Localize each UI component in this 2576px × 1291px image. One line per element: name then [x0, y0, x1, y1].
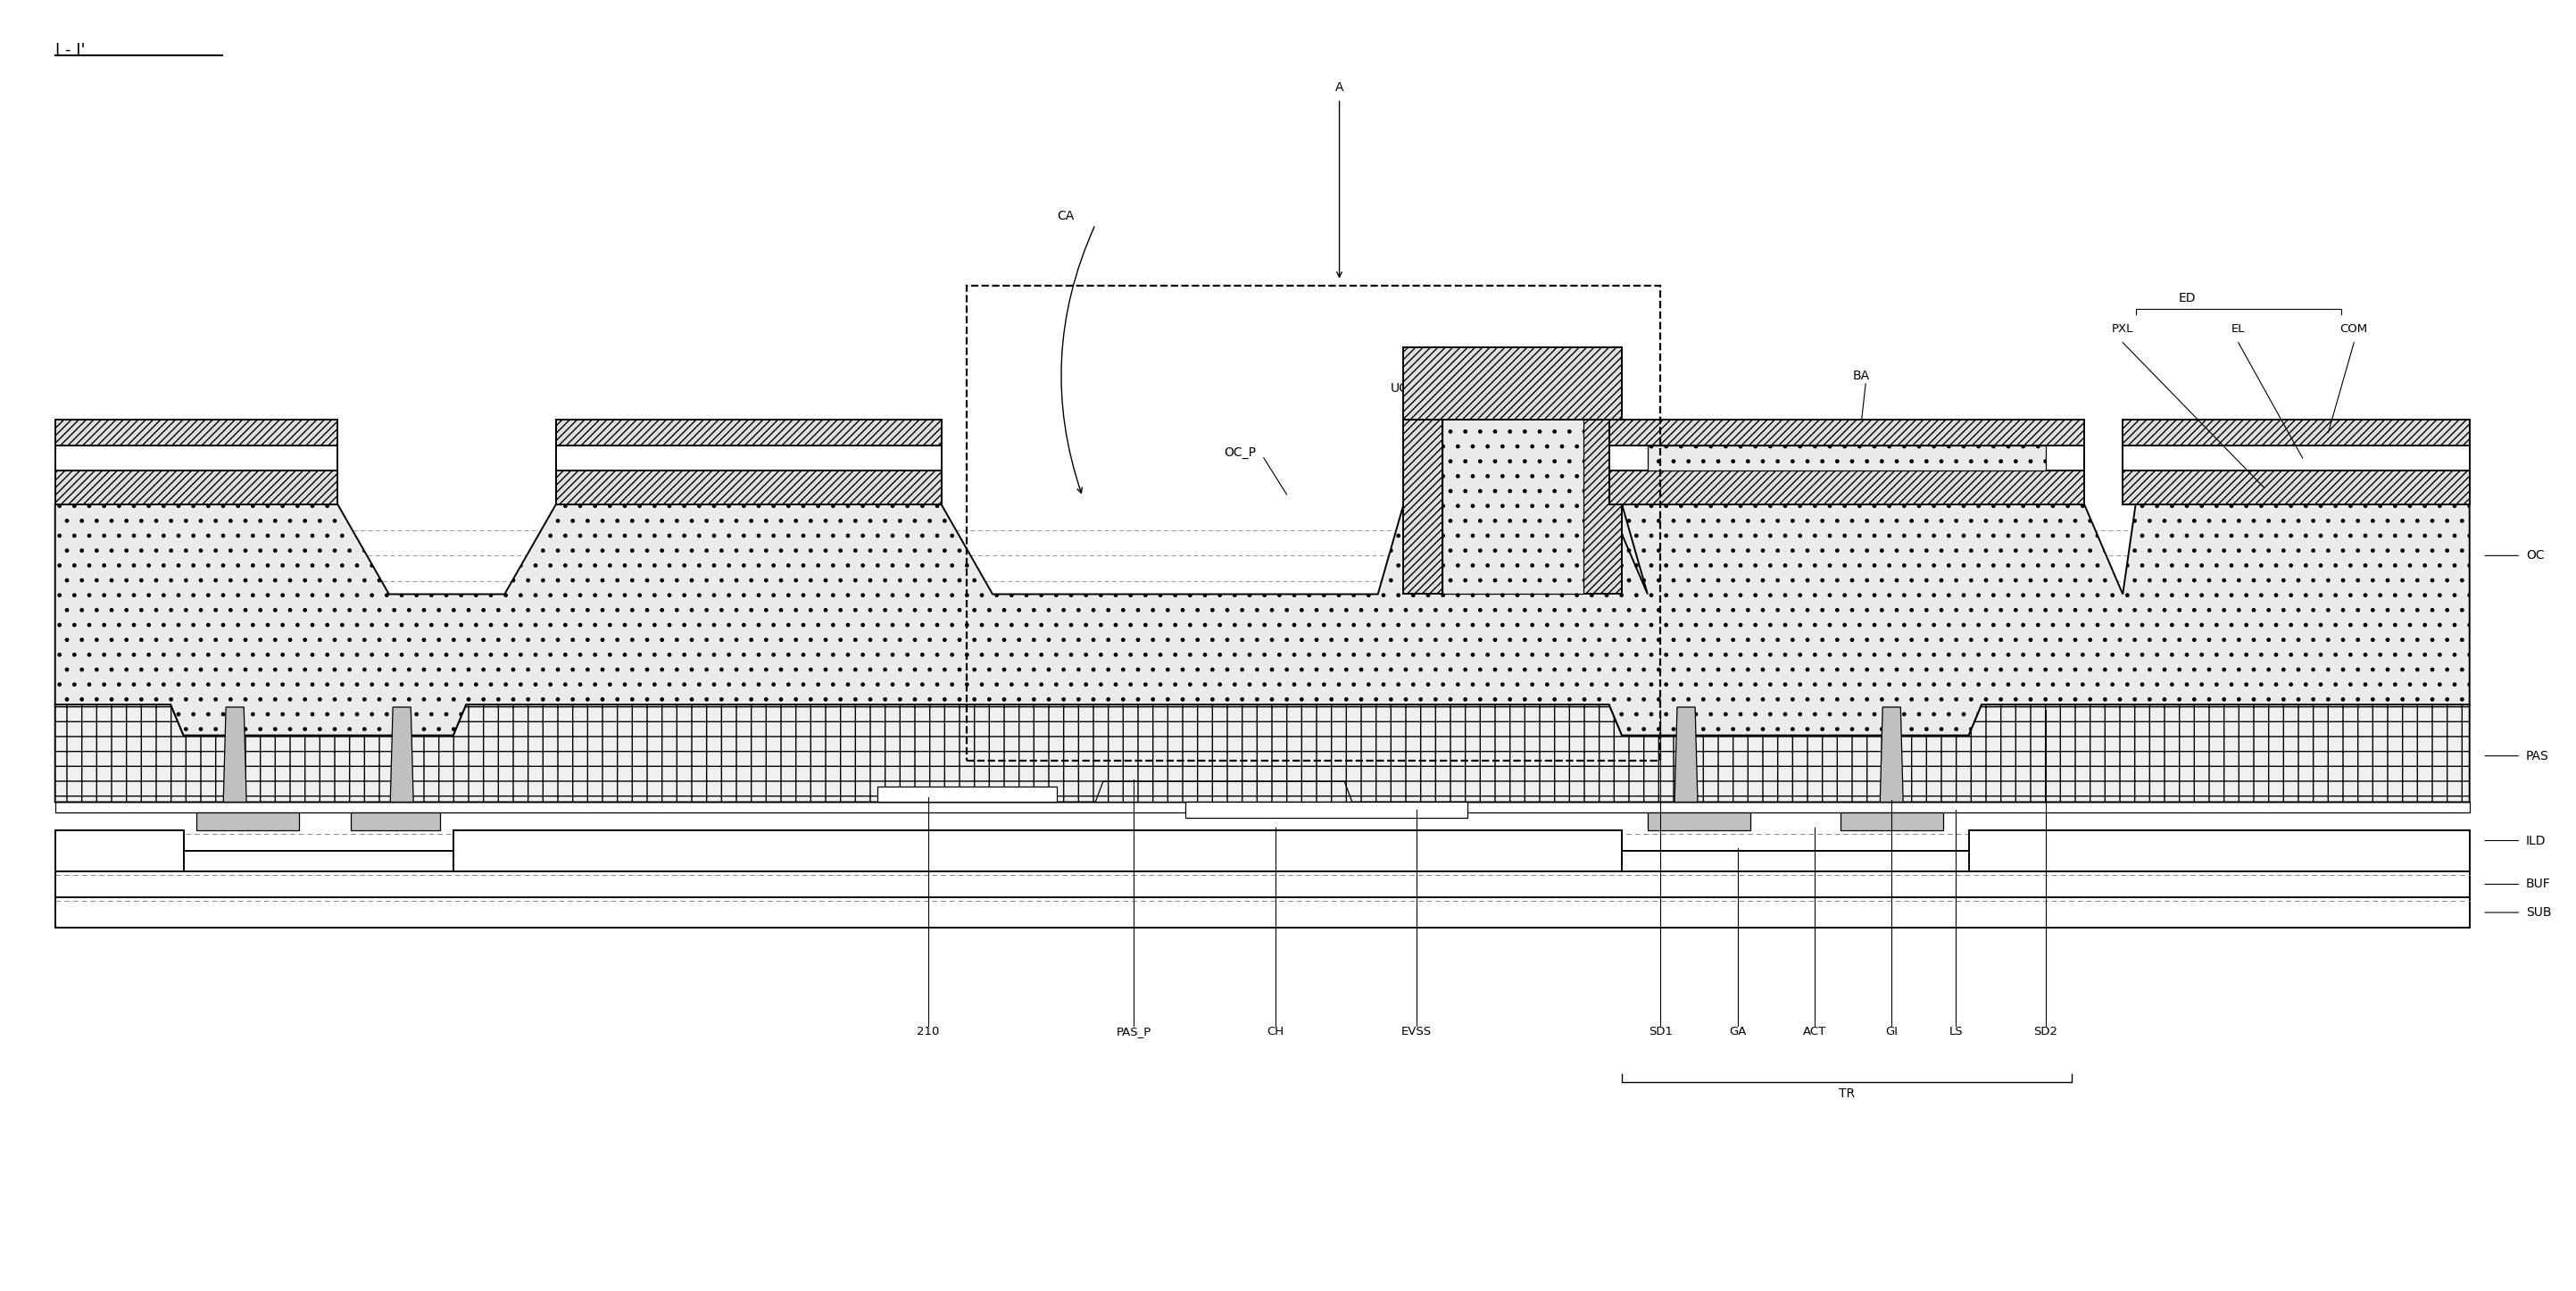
- Polygon shape: [54, 445, 337, 471]
- Bar: [966, 287, 1662, 760]
- Bar: [1839, 812, 1942, 830]
- Text: CA: CA: [1056, 209, 1074, 222]
- Polygon shape: [556, 445, 940, 471]
- Polygon shape: [54, 420, 337, 445]
- Polygon shape: [556, 471, 940, 505]
- Text: ED: ED: [2179, 292, 2195, 305]
- Text: OC_P: OC_P: [1224, 447, 1257, 460]
- Polygon shape: [1610, 471, 2084, 505]
- Polygon shape: [1443, 381, 1584, 594]
- Polygon shape: [1095, 781, 1352, 802]
- Text: PAS_P: PAS_P: [1115, 1025, 1151, 1037]
- Text: COM: COM: [2339, 323, 2367, 334]
- Polygon shape: [2123, 445, 2470, 471]
- Text: LS: LS: [1950, 1025, 1963, 1037]
- Text: 210: 210: [917, 1025, 940, 1037]
- Text: CH: CH: [1267, 1025, 1283, 1037]
- Text: OC: OC: [2527, 550, 2545, 562]
- Bar: [54, 802, 2470, 812]
- Bar: [183, 851, 453, 871]
- Text: EL: EL: [2231, 323, 2246, 334]
- Bar: [1623, 851, 1968, 871]
- Polygon shape: [1404, 347, 1623, 420]
- Polygon shape: [1674, 707, 1698, 802]
- Bar: [876, 786, 1056, 802]
- Text: TR: TR: [1839, 1087, 1855, 1100]
- Text: A: A: [1334, 81, 1345, 93]
- Polygon shape: [1880, 707, 1904, 802]
- Bar: [54, 871, 2470, 897]
- Bar: [196, 812, 299, 830]
- Text: ILD: ILD: [2527, 834, 2545, 847]
- Polygon shape: [1610, 445, 2084, 471]
- Text: GA: GA: [1728, 1025, 1747, 1037]
- Text: BUF: BUF: [2527, 878, 2550, 891]
- Bar: [1185, 802, 1468, 817]
- Polygon shape: [224, 707, 247, 802]
- Text: PXL: PXL: [2112, 323, 2133, 334]
- Text: EVSS: EVSS: [1401, 1025, 1432, 1037]
- Polygon shape: [54, 705, 2470, 802]
- Bar: [54, 897, 2470, 928]
- Polygon shape: [2123, 420, 2470, 445]
- Text: SD2: SD2: [2032, 1025, 2058, 1037]
- Text: BA: BA: [1852, 369, 1870, 382]
- Polygon shape: [1649, 445, 2045, 471]
- Bar: [350, 812, 440, 830]
- Text: PAS: PAS: [2527, 750, 2550, 762]
- Polygon shape: [54, 830, 2470, 871]
- Polygon shape: [54, 471, 337, 505]
- Polygon shape: [1584, 420, 1623, 594]
- Polygon shape: [392, 707, 412, 802]
- Polygon shape: [1610, 420, 2084, 445]
- Polygon shape: [54, 505, 2470, 736]
- Text: GI: GI: [1886, 1025, 1899, 1037]
- Bar: [1649, 812, 1749, 830]
- Text: UC: UC: [1391, 382, 1409, 395]
- Text: ACT: ACT: [1803, 1025, 1826, 1037]
- Polygon shape: [2123, 471, 2470, 505]
- Polygon shape: [1404, 420, 1443, 594]
- Text: SUB: SUB: [2527, 906, 2550, 919]
- Text: SD1: SD1: [1649, 1025, 1672, 1037]
- Polygon shape: [556, 420, 940, 445]
- Text: I - I': I - I': [54, 43, 85, 58]
